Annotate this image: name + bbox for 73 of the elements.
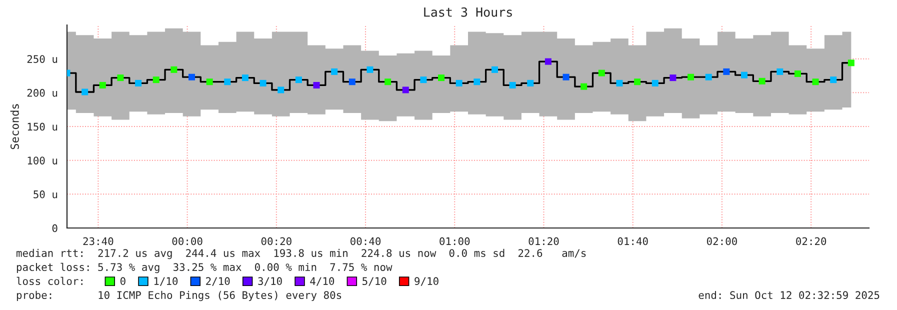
point — [616, 80, 623, 86]
point — [348, 78, 356, 86]
point — [278, 86, 284, 94]
point — [188, 74, 196, 80]
point — [794, 70, 801, 77]
point — [313, 82, 320, 88]
point — [260, 80, 266, 86]
point — [562, 74, 570, 80]
text: packet loss: 5.73 % avg 33.25 % max 0.00 % min 7.75 % now — [16, 262, 392, 274]
point — [117, 74, 124, 82]
legend-label: 1/10 — [154, 277, 178, 286]
legend-title: loss color: — [16, 276, 82, 286]
point — [384, 78, 392, 86]
legend-label: 0 — [120, 277, 126, 286]
point — [812, 78, 819, 86]
point — [652, 80, 658, 86]
x-tick-label: 02:00 — [706, 237, 737, 246]
point — [82, 88, 88, 96]
x-tick-label: 01:20 — [528, 237, 559, 246]
point — [723, 68, 730, 75]
point — [598, 70, 605, 76]
y-tick-label: 150 u — [28, 122, 58, 131]
point — [224, 78, 231, 86]
point — [99, 82, 106, 88]
point — [634, 78, 641, 86]
point — [670, 74, 676, 82]
x-tick-label: 00:40 — [350, 237, 381, 246]
legend-label: 3/10 — [258, 277, 282, 286]
point — [170, 66, 178, 73]
y-axis-title: Seconds — [10, 104, 19, 150]
y-tick-label: 50 u — [34, 190, 58, 198]
point — [758, 78, 766, 84]
point — [456, 80, 462, 86]
x-tick-label: 00:00 — [172, 237, 202, 246]
point — [152, 76, 160, 84]
point — [848, 60, 854, 66]
point — [242, 74, 248, 82]
point — [135, 80, 142, 86]
y-tick-label: 100 u — [28, 156, 58, 164]
legend-label: 9/10 — [414, 277, 438, 286]
y-tick-label: 0 — [52, 224, 58, 232]
point — [580, 83, 588, 90]
point — [509, 82, 516, 88]
point — [331, 68, 338, 75]
x-tick-label: 23:40 — [83, 237, 114, 246]
legend-label: 4/10 — [310, 277, 334, 286]
point — [776, 68, 784, 75]
y-tick-label: 200 u — [27, 88, 58, 97]
x-tick-label: 01:00 — [440, 237, 470, 246]
point — [688, 74, 694, 80]
y-tick-label: 250 u — [27, 55, 58, 63]
legend-label: 5/10 — [362, 277, 386, 286]
x-tick-label: 00:20 — [261, 237, 292, 246]
text: probe: 10 ICMP Echo Pings (56 Bytes) every 80s — [16, 290, 342, 302]
point — [366, 66, 374, 73]
x-tick-label: 01:40 — [618, 237, 648, 246]
point — [705, 74, 712, 80]
point — [830, 76, 837, 84]
point — [544, 58, 552, 65]
point — [740, 72, 748, 78]
legend-label: 2/10 — [206, 277, 230, 286]
point — [438, 74, 445, 82]
point — [527, 80, 534, 86]
point — [420, 76, 427, 84]
point — [474, 78, 480, 86]
point — [402, 86, 409, 94]
x-tick-label: 02:20 — [796, 237, 826, 246]
point — [206, 78, 213, 86]
point — [491, 66, 498, 73]
chart-title: Last 3 Hours — [424, 7, 512, 17]
point — [295, 76, 302, 84]
text: median rtt: 217.2 us avg 244.4 us max 193.8 us min 224.8 us now 0.0 ms sd 22.6 am/s — [16, 248, 586, 260]
text: end: Sun Oct 12 02:32:59 2025 — [698, 290, 880, 300]
